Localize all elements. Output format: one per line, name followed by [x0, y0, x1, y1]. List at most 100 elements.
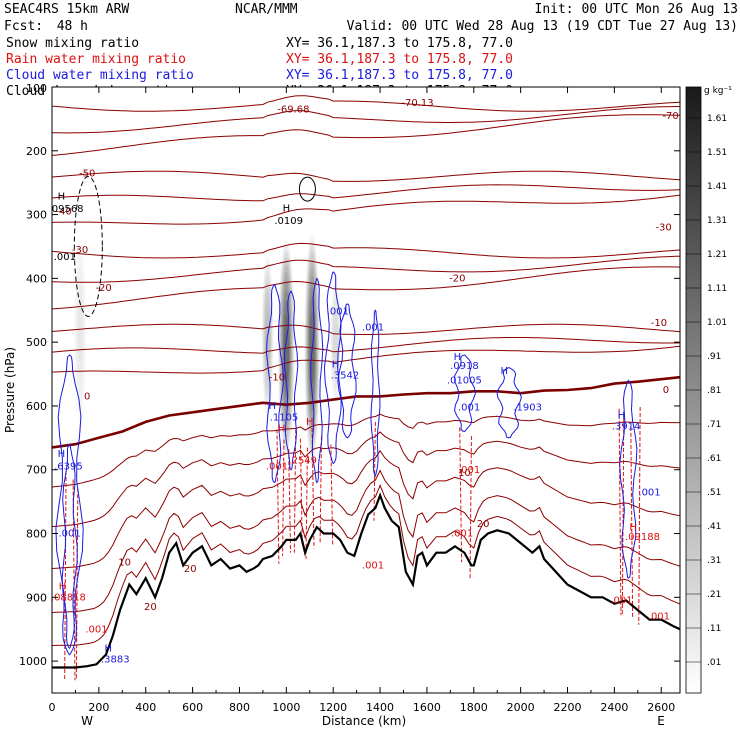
- init-time: Init: 00 UTC Mon 26 Aug 13: [535, 2, 739, 17]
- isotherm: [52, 106, 680, 134]
- y-tick-label: 500: [26, 336, 47, 349]
- colorbar-label: 1.21: [707, 250, 727, 260]
- cloud-label: .001: [362, 323, 384, 334]
- temperature-label: -10: [269, 372, 285, 383]
- cloud-label: .3914: [612, 422, 641, 433]
- snow-contour: [298, 176, 316, 202]
- x-tick-label: 2400: [600, 701, 628, 714]
- temperature-label: 0: [84, 392, 90, 403]
- fcst-label: Fcst:: [4, 19, 43, 34]
- x-tick-label: 1200: [319, 701, 347, 714]
- cloud-label: H: [332, 360, 340, 371]
- rain-contour: [330, 444, 334, 547]
- colorbar-label: 1.11: [707, 284, 727, 294]
- y-tick-label: 100: [26, 82, 47, 95]
- rain-contour: [459, 427, 463, 563]
- isotherm: [52, 345, 680, 374]
- east-label: E: [657, 714, 665, 728]
- rain-label: H: [278, 423, 286, 434]
- cloud-label: .1105: [270, 413, 299, 424]
- rain-contour: [288, 449, 292, 553]
- colorbar-unit: g kg⁻¹: [704, 86, 732, 96]
- rain-contour: [618, 408, 622, 616]
- y-tick-label: 600: [26, 400, 47, 413]
- y-tick-label: 1000: [19, 655, 47, 668]
- isotherm: [52, 413, 680, 488]
- rain-contour: [373, 421, 376, 521]
- cloud-contour: [370, 309, 381, 478]
- temperature-label: -20: [449, 274, 465, 285]
- temperature-label: 20: [184, 564, 197, 575]
- rain-label: H: [306, 417, 314, 428]
- snow-contour: [73, 175, 103, 317]
- x-axis-label: Distance (km): [322, 714, 406, 728]
- center-title: NCAR/MMM: [235, 2, 298, 17]
- cloud-label: .01005: [447, 376, 482, 387]
- x-tick-label: 1000: [272, 701, 300, 714]
- west-label: W: [81, 714, 93, 728]
- snow-label: H: [58, 191, 66, 202]
- temperature-contours: [52, 95, 680, 646]
- isotherm: [52, 449, 680, 569]
- cloud-label: .1903: [513, 402, 542, 413]
- y-tick-label: 400: [26, 272, 47, 285]
- rain-contour: [75, 488, 79, 680]
- cloud-label: .3542: [331, 371, 360, 382]
- field-xy: XY= 36.1,187.3 to 175.8, 77.0: [286, 52, 513, 67]
- cloud-contour: [454, 354, 477, 433]
- rain-label: H: [629, 522, 637, 533]
- cloud-contour: [310, 277, 324, 484]
- temperature-label: 0: [663, 385, 669, 396]
- cloud-contour: [55, 354, 84, 656]
- colorbar-label: .41: [707, 522, 721, 532]
- rain-label: .001: [610, 596, 632, 607]
- terrain: [52, 492, 680, 669]
- colorbar-label: 1.01: [707, 318, 727, 328]
- temperature-label: -20: [95, 283, 111, 294]
- temperature-label: -30: [72, 245, 88, 256]
- y-axis-label: Pressure (hPa): [3, 347, 17, 433]
- cloud-label: .001: [327, 307, 349, 318]
- axes: 0 200 400 600 800 1000 1200 1400 1600 1800 2000 220…: [19, 82, 680, 714]
- rain-contours: [64, 406, 641, 681]
- field-name: Snow mixing ratio: [6, 36, 139, 51]
- x-tick-label: 1400: [366, 701, 394, 714]
- isotherm: [52, 266, 680, 310]
- cloud-label: H: [500, 366, 508, 377]
- x-tick-label: 200: [88, 701, 109, 714]
- y-tick-label: 700: [26, 464, 47, 477]
- colorbar-label: .71: [707, 420, 721, 430]
- fcst-value: 48 h: [57, 19, 88, 34]
- valid-time: Valid: 00 UTC Wed 28 Aug 13 (19 CDT Tue …: [347, 19, 738, 34]
- temperature-label: 10: [118, 557, 131, 568]
- cloud-contour: [619, 379, 638, 579]
- contour-labels: -69.68 -70.13 -70 -50 -40 -30 -30 -20 -20 -10 0 0 10…: [51, 98, 679, 665]
- terrain-line: [52, 492, 680, 669]
- cloud-label: H: [618, 411, 626, 422]
- isotherm: [52, 184, 680, 202]
- freezing-line: [52, 375, 680, 449]
- cloud-contour: [337, 303, 357, 439]
- temperature-label: -69.68: [277, 105, 309, 116]
- x-tick-label: 0: [49, 701, 56, 714]
- rain-contour: [621, 417, 625, 614]
- isotherm: [52, 242, 680, 259]
- rain-label: .08818: [51, 593, 86, 604]
- x-tick-label: 1600: [413, 701, 441, 714]
- isotherm: [52, 337, 680, 354]
- rain-contour: [276, 429, 280, 564]
- header: SEAC4RS 15km ARW NCAR/MMM Init: 00 UTC M…: [4, 2, 738, 34]
- isotherm: [52, 95, 680, 112]
- colorbar-label: .31: [707, 556, 721, 566]
- temperature-label: -70.13: [401, 98, 433, 109]
- cloud-label: .0918: [450, 361, 479, 372]
- colorbar-label: .01: [707, 658, 721, 668]
- colorbar-label: 1.31: [707, 216, 727, 226]
- x-tick-label: 800: [229, 701, 250, 714]
- field-name: Cloud water mixing ratio: [6, 68, 194, 83]
- cloud-contour: [61, 443, 78, 650]
- colorbar-label: .51: [707, 488, 721, 498]
- colorbar-label: .61: [707, 454, 721, 464]
- x-tick-label: 400: [135, 701, 156, 714]
